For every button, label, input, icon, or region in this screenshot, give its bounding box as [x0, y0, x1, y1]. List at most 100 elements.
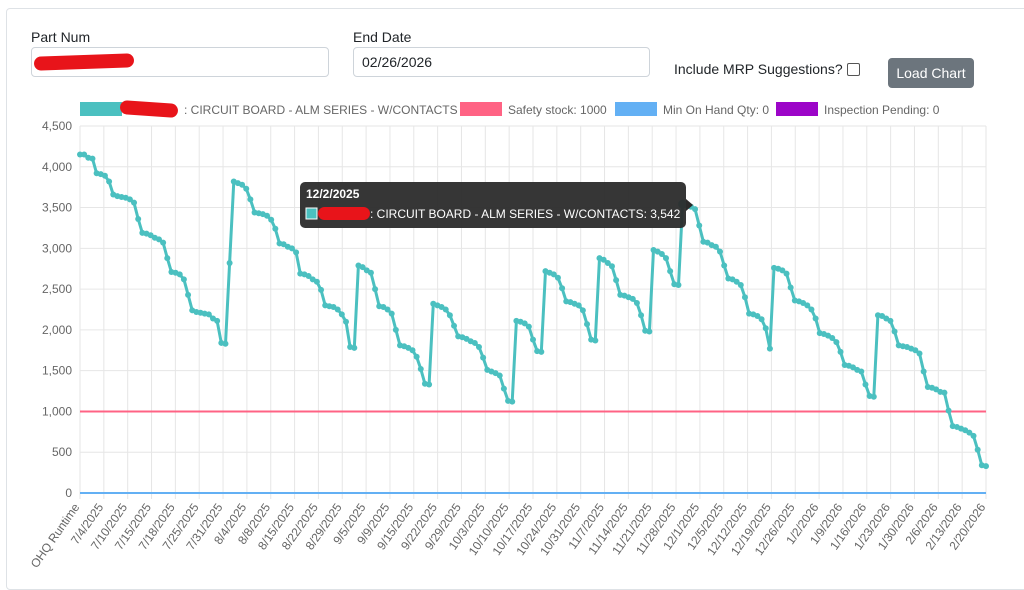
on-hand-point	[804, 302, 811, 309]
on-hand-point	[351, 344, 358, 351]
on-hand-point	[733, 278, 740, 285]
on-hand-point	[222, 340, 229, 347]
y-tick-label: 3,000	[42, 241, 72, 255]
on-hand-point	[887, 317, 894, 324]
on-hand-point	[717, 248, 724, 255]
y-tick-label: 4,500	[42, 119, 72, 133]
on-hand-point	[662, 255, 669, 262]
y-tick-label: 4,000	[42, 160, 72, 174]
mrp-checkbox[interactable]	[846, 62, 860, 76]
on-hand-point	[741, 294, 748, 301]
legend-swatch	[776, 102, 818, 116]
on-hand-point	[126, 196, 133, 203]
on-hand-point	[629, 295, 636, 302]
on-hand-point	[247, 196, 254, 203]
on-hand-point	[692, 206, 699, 213]
on-hand-point	[941, 389, 948, 396]
on-hand-point	[696, 222, 703, 229]
legend-label: : CIRCUIT BOARD - ALM SERIES - W/CONTACT…	[184, 103, 458, 117]
tooltip-body: : CIRCUIT BOARD - ALM SERIES - W/CONTACT…	[370, 207, 681, 221]
on-hand-point	[870, 393, 877, 400]
inventory-line-chart: 4,500 4,000 3,500 3,000 2,500 2,000 1,500 1,000…	[28, 102, 989, 570]
on-hand-point	[783, 270, 790, 277]
on-hand-point	[214, 317, 221, 324]
on-hand-point	[475, 344, 482, 351]
on-hand-point	[604, 260, 611, 267]
on-hand-point	[226, 260, 233, 267]
on-hand-point	[912, 347, 919, 354]
legend-swatch	[80, 102, 122, 116]
on-hand-point	[970, 432, 977, 439]
on-hand-point	[417, 366, 424, 373]
on-hand-point	[272, 225, 279, 232]
on-hand-point	[579, 307, 586, 314]
x-axis: OHQ Runtime7/4/20257/10/20257/15/20257/1…	[28, 500, 989, 570]
tooltip-swatch	[305, 207, 318, 220]
on-hand-point	[471, 339, 478, 346]
on-hand-point	[613, 277, 620, 284]
on-hand-point	[600, 256, 607, 263]
on-hand-point	[384, 306, 391, 313]
on-hand-point	[239, 181, 246, 188]
on-hand-point	[608, 263, 615, 270]
on-hand-point	[101, 172, 108, 179]
legend-label: Min On Hand Qty: 0	[663, 103, 769, 117]
on-hand-point	[446, 312, 453, 319]
end-date-label: End Date	[353, 29, 412, 45]
on-hand-point	[451, 322, 458, 329]
on-hand-point	[916, 350, 923, 357]
on-hand-point	[833, 339, 840, 346]
on-hand-point	[638, 312, 645, 319]
on-hand-point	[658, 251, 665, 258]
series-layer	[77, 151, 989, 494]
on-hand-point	[766, 345, 773, 352]
on-hand-point	[812, 315, 819, 322]
on-hand-point	[974, 446, 981, 453]
on-hand-point	[180, 276, 187, 283]
on-hand-point	[712, 243, 719, 250]
on-hand-point	[530, 336, 536, 343]
on-hand-point	[667, 268, 674, 275]
y-tick-label: 3,500	[42, 201, 72, 215]
on-hand-point	[837, 348, 844, 355]
on-hand-point	[521, 320, 528, 327]
on-hand-point	[164, 255, 171, 262]
on-hand-point	[920, 368, 927, 375]
legend-swatch	[460, 102, 502, 116]
tooltip-title: 12/2/2025	[306, 187, 360, 201]
legend-swatch	[615, 102, 657, 116]
on-hand-point	[575, 302, 582, 309]
on-hand-point	[264, 212, 271, 219]
legend-label: Inspection Pending: 0	[824, 103, 940, 117]
on-hand-point	[243, 185, 250, 192]
on-hand-point	[426, 381, 433, 388]
on-hand-point	[966, 429, 973, 436]
on-hand-point	[367, 269, 374, 276]
on-hand-point	[334, 306, 341, 313]
on-hand-point	[737, 282, 744, 289]
on-hand-point	[480, 354, 487, 361]
on-hand-point	[81, 151, 88, 158]
on-hand-point	[155, 236, 162, 243]
on-hand-point	[185, 291, 192, 298]
on-hand-point	[89, 155, 96, 162]
tooltip-redaction-mark	[318, 207, 370, 220]
on-hand-point	[754, 313, 761, 320]
mrp-label: Include MRP Suggestions?	[674, 61, 843, 77]
on-hand-point	[372, 286, 379, 293]
y-axis: 4,500 4,000 3,500 3,000 2,500 2,000 1,500 1,000…	[42, 119, 72, 500]
on-hand-point	[359, 264, 366, 271]
on-hand-point	[160, 239, 167, 246]
legend-label: Safety stock: 1000	[508, 103, 607, 117]
y-tick-label: 500	[52, 445, 72, 459]
part-num-label: Part Num	[31, 29, 91, 45]
y-tick-label: 2,500	[42, 282, 72, 296]
on-hand-point	[77, 151, 83, 158]
end-date-input[interactable]: 02/26/2026	[353, 47, 650, 77]
on-hand-point	[338, 311, 345, 318]
y-tick-label: 1,000	[42, 404, 72, 418]
load-chart-button[interactable]: Load Chart	[888, 58, 974, 88]
on-hand-point	[646, 328, 653, 335]
on-hand-point	[288, 245, 295, 252]
on-hand-point	[305, 273, 312, 280]
